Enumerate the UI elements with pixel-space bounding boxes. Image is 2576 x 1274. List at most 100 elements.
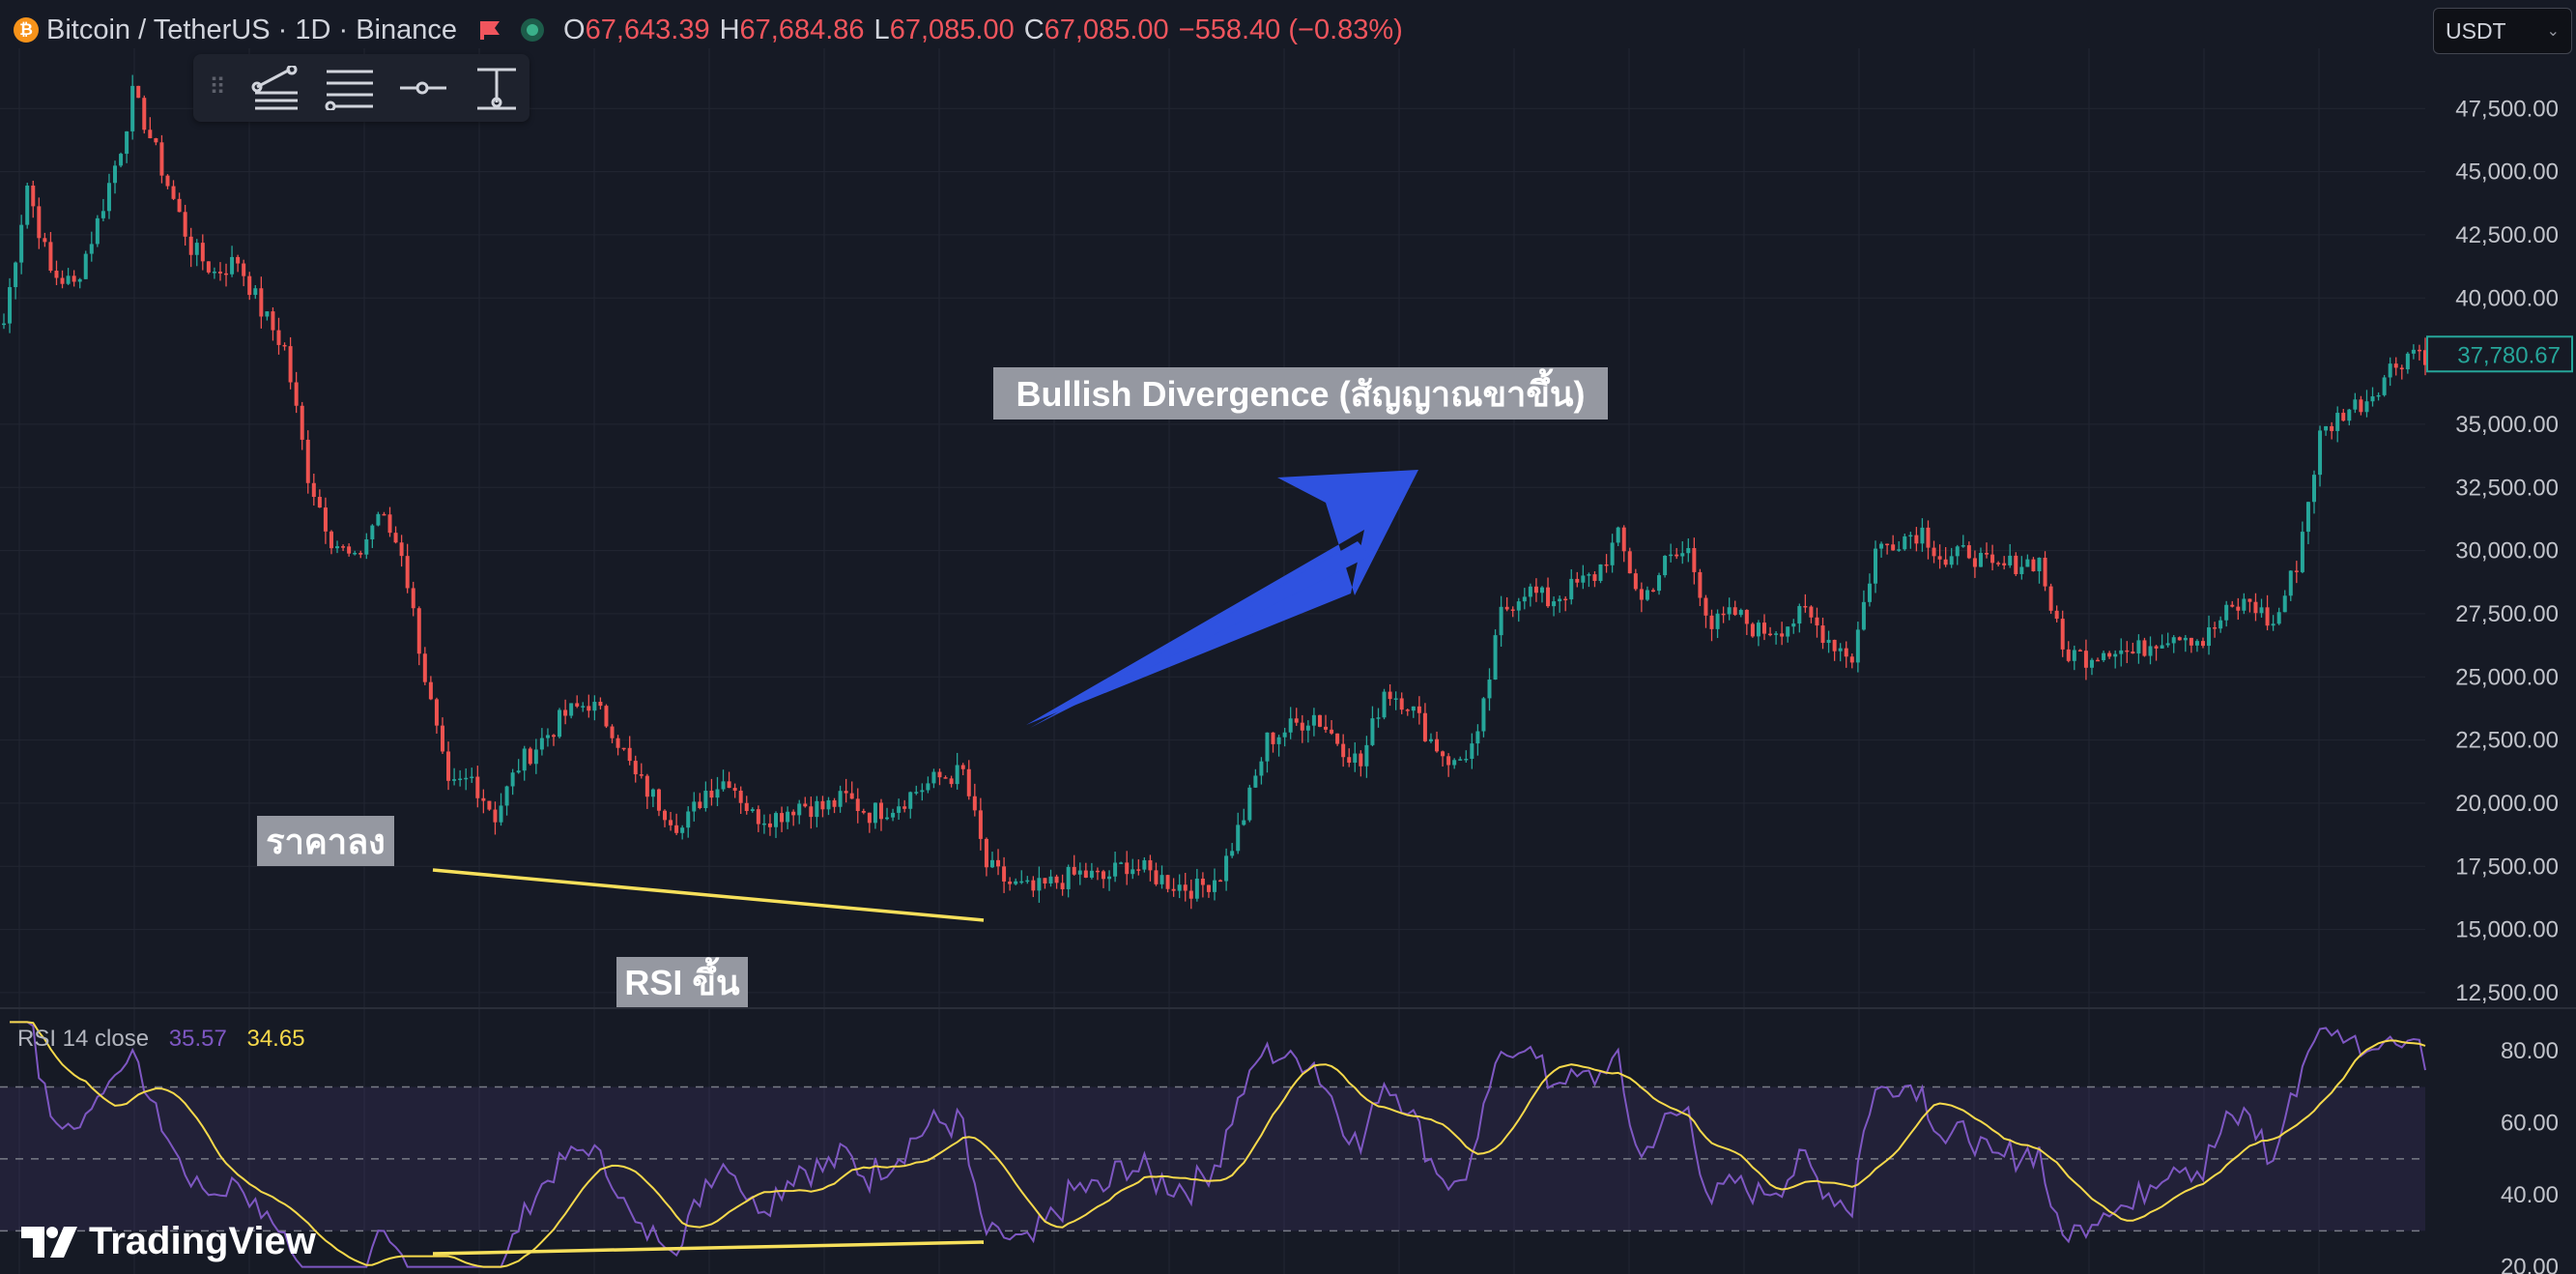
- rsi-legend[interactable]: RSI 14 close 35.57 34.65: [17, 1026, 305, 1053]
- low-label: L: [873, 14, 890, 45]
- candle-body: [364, 538, 369, 555]
- currency-select[interactable]: USDT ⌄: [2433, 8, 2572, 54]
- candle-body: [1119, 862, 1124, 864]
- flag-icon[interactable]: [478, 19, 501, 41]
- price-tick-label: 42,500.00: [2455, 222, 2559, 248]
- candle-body: [669, 820, 673, 825]
- candle-body: [1002, 866, 1007, 882]
- candle-body: [1206, 884, 1211, 892]
- candle-body: [715, 789, 720, 798]
- price-tick-label: 17,500.00: [2455, 854, 2559, 880]
- candle-body: [66, 275, 71, 284]
- candle-body: [2177, 637, 2182, 641]
- candle-body: [989, 859, 994, 868]
- candle-body: [721, 781, 726, 790]
- candle-body: [434, 699, 439, 726]
- candle-body: [1177, 884, 1182, 891]
- candle-body: [2014, 555, 2018, 574]
- candle-body: [1867, 583, 1872, 602]
- candle-body: [791, 811, 796, 816]
- candle-body: [2230, 604, 2235, 607]
- candle-body: [2253, 601, 2258, 614]
- open-label: O: [563, 14, 586, 45]
- candle-body: [978, 810, 983, 839]
- candle-body: [1546, 587, 1551, 607]
- candle-body: [1446, 756, 1451, 766]
- symbol-header: ₿ Bitcoin / TetherUS · 1D · Binance O 67…: [14, 10, 1413, 50]
- candle-body: [224, 273, 229, 275]
- multi-line-icon[interactable]: [247, 62, 305, 114]
- candle-body: [610, 726, 615, 738]
- candle-body: [1341, 743, 1346, 758]
- candle-body: [891, 812, 896, 818]
- candle-body: [2236, 606, 2241, 611]
- candle-body: [1242, 820, 1246, 825]
- candle-body: [1025, 880, 1030, 883]
- candle-body: [949, 778, 954, 785]
- symbol-title[interactable]: Bitcoin / TetherUS · 1D · Binance: [46, 14, 457, 45]
- candle-body: [1452, 760, 1457, 766]
- candle-body: [2148, 646, 2153, 656]
- candle-body: [165, 175, 170, 187]
- candle-body: [464, 777, 469, 780]
- candle-body: [183, 212, 187, 237]
- candle-body: [1768, 633, 1773, 636]
- candle-body: [2276, 612, 2281, 624]
- horizontal-ray-icon[interactable]: [394, 62, 452, 114]
- candle-body: [551, 735, 556, 738]
- candle-body: [516, 770, 521, 773]
- candle-body: [2271, 623, 2275, 626]
- candle-body: [317, 497, 322, 508]
- candle-body: [458, 778, 463, 781]
- candle-body: [335, 546, 340, 549]
- candle-body: [1780, 633, 1785, 637]
- candle-body: [259, 288, 264, 317]
- candle-body: [347, 546, 352, 554]
- candle-body: [1347, 757, 1352, 764]
- drag-handle-icon[interactable]: ⠿: [209, 74, 226, 101]
- candle-body: [1604, 564, 1609, 566]
- candle-body: [154, 137, 158, 143]
- candle-body: [399, 542, 404, 557]
- candle-body: [2054, 610, 2059, 620]
- vertical-anchor-icon[interactable]: [468, 62, 526, 114]
- candle-body: [499, 805, 503, 823]
- rsi-value: 35.57: [168, 1026, 227, 1052]
- candle-body: [2305, 502, 2310, 533]
- candle-body: [1709, 615, 1714, 629]
- candle-body: [703, 791, 708, 809]
- candle-body: [2102, 652, 2106, 661]
- close-value: 67,085.00: [1044, 14, 1169, 45]
- candle-body: [1721, 613, 1726, 616]
- candle-body: [545, 735, 550, 738]
- rsi-pane: [0, 1021, 2426, 1268]
- candle-body: [113, 165, 118, 184]
- candle-body: [522, 748, 527, 771]
- candle-body: [803, 803, 808, 807]
- candle-body: [533, 749, 538, 765]
- grid: [0, 48, 2576, 1274]
- candle-body: [663, 810, 668, 821]
- candle-body: [1809, 606, 1814, 618]
- candle-body: [1441, 751, 1445, 757]
- horizontal-lines-icon[interactable]: [321, 62, 379, 114]
- candle-body: [539, 738, 544, 750]
- price-tick-label: 20,000.00: [2455, 791, 2559, 817]
- candle-body: [300, 405, 304, 440]
- candle-body: [558, 709, 562, 738]
- candle-body: [236, 256, 241, 264]
- candle-body: [1154, 870, 1159, 884]
- currency-value: USDT: [2446, 17, 2506, 43]
- candle-body: [393, 533, 398, 543]
- candle-body: [2077, 650, 2082, 651]
- candle-body: [1920, 527, 1925, 544]
- candle-body: [212, 272, 216, 274]
- candle-body: [984, 838, 988, 868]
- candle-body: [1259, 761, 1264, 776]
- candle-body: [452, 779, 457, 781]
- candle-body: [815, 800, 819, 818]
- candle-body: [1048, 876, 1053, 883]
- candle-body: [1633, 573, 1638, 590]
- candle-body: [2037, 557, 2042, 571]
